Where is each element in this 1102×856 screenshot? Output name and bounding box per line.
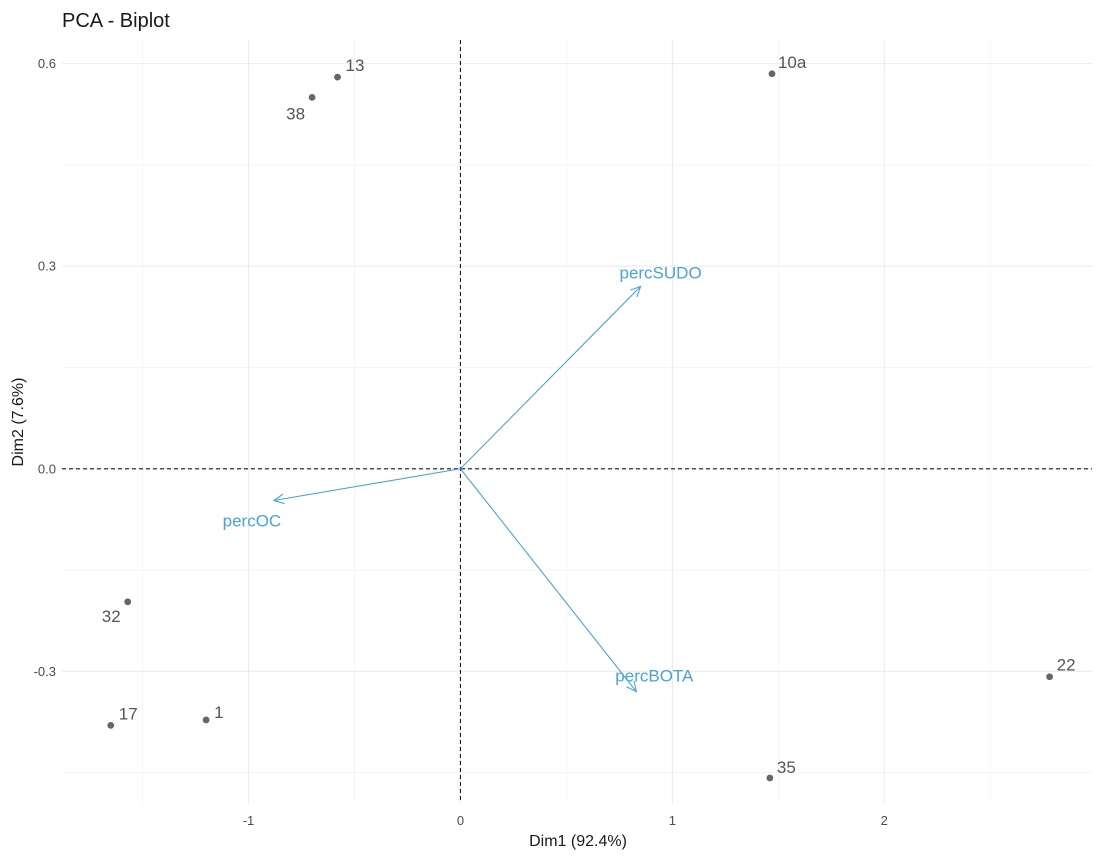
individual-point <box>766 774 774 782</box>
x-tick-label: 0 <box>457 813 464 828</box>
point-label: 38 <box>286 104 305 123</box>
individual-point <box>1046 673 1054 681</box>
point-label: 22 <box>1057 656 1076 675</box>
point-label: 17 <box>119 704 138 723</box>
variable-label: percOC <box>223 512 282 531</box>
chart-title: PCA - Biplot <box>62 10 170 32</box>
x-tick-label: -1 <box>243 813 255 828</box>
x-tick-label: 2 <box>881 813 888 828</box>
variable-arrow-line <box>273 468 461 502</box>
y-tick-label: -0.3 <box>34 664 56 679</box>
variable-arrow-line <box>460 286 641 470</box>
variable-arrow-head <box>626 680 638 693</box>
y-axis-title: Dim2 (7.6%) <box>10 378 27 467</box>
individual-point <box>124 598 132 606</box>
grid <box>62 40 1092 803</box>
y-tick-label: 0.3 <box>38 259 56 274</box>
axis-ticks: -1 0 1 2 -0.3 0.0 0.3 0.6 <box>34 56 888 828</box>
zero-reference-lines <box>62 40 1092 803</box>
variable-arrow-head <box>630 285 642 298</box>
individual-points: 13 38 10a 32 17 1 22 35 <box>102 53 1076 782</box>
x-tick-label: 1 <box>669 813 676 828</box>
point-label: 13 <box>346 56 365 75</box>
variable-arrow-line <box>460 468 637 692</box>
individual-point <box>768 70 776 78</box>
individual-point <box>107 721 115 729</box>
variable-label: percBOTA <box>615 667 694 686</box>
x-axis-title: Dim1 (92.4%) <box>529 833 627 850</box>
variable-arrows: percSUDO percOC percBOTA <box>223 263 702 693</box>
point-label: 1 <box>214 703 223 722</box>
point-label: 10a <box>778 53 807 72</box>
individual-point <box>308 93 316 101</box>
y-tick-label: 0.0 <box>38 461 56 476</box>
individual-point <box>202 716 210 724</box>
point-label: 32 <box>102 607 121 626</box>
individual-point <box>334 73 341 81</box>
variable-label: percSUDO <box>619 263 701 282</box>
variable-arrow-head <box>272 493 285 505</box>
point-label: 35 <box>777 758 796 777</box>
y-tick-label: 0.6 <box>38 56 56 71</box>
